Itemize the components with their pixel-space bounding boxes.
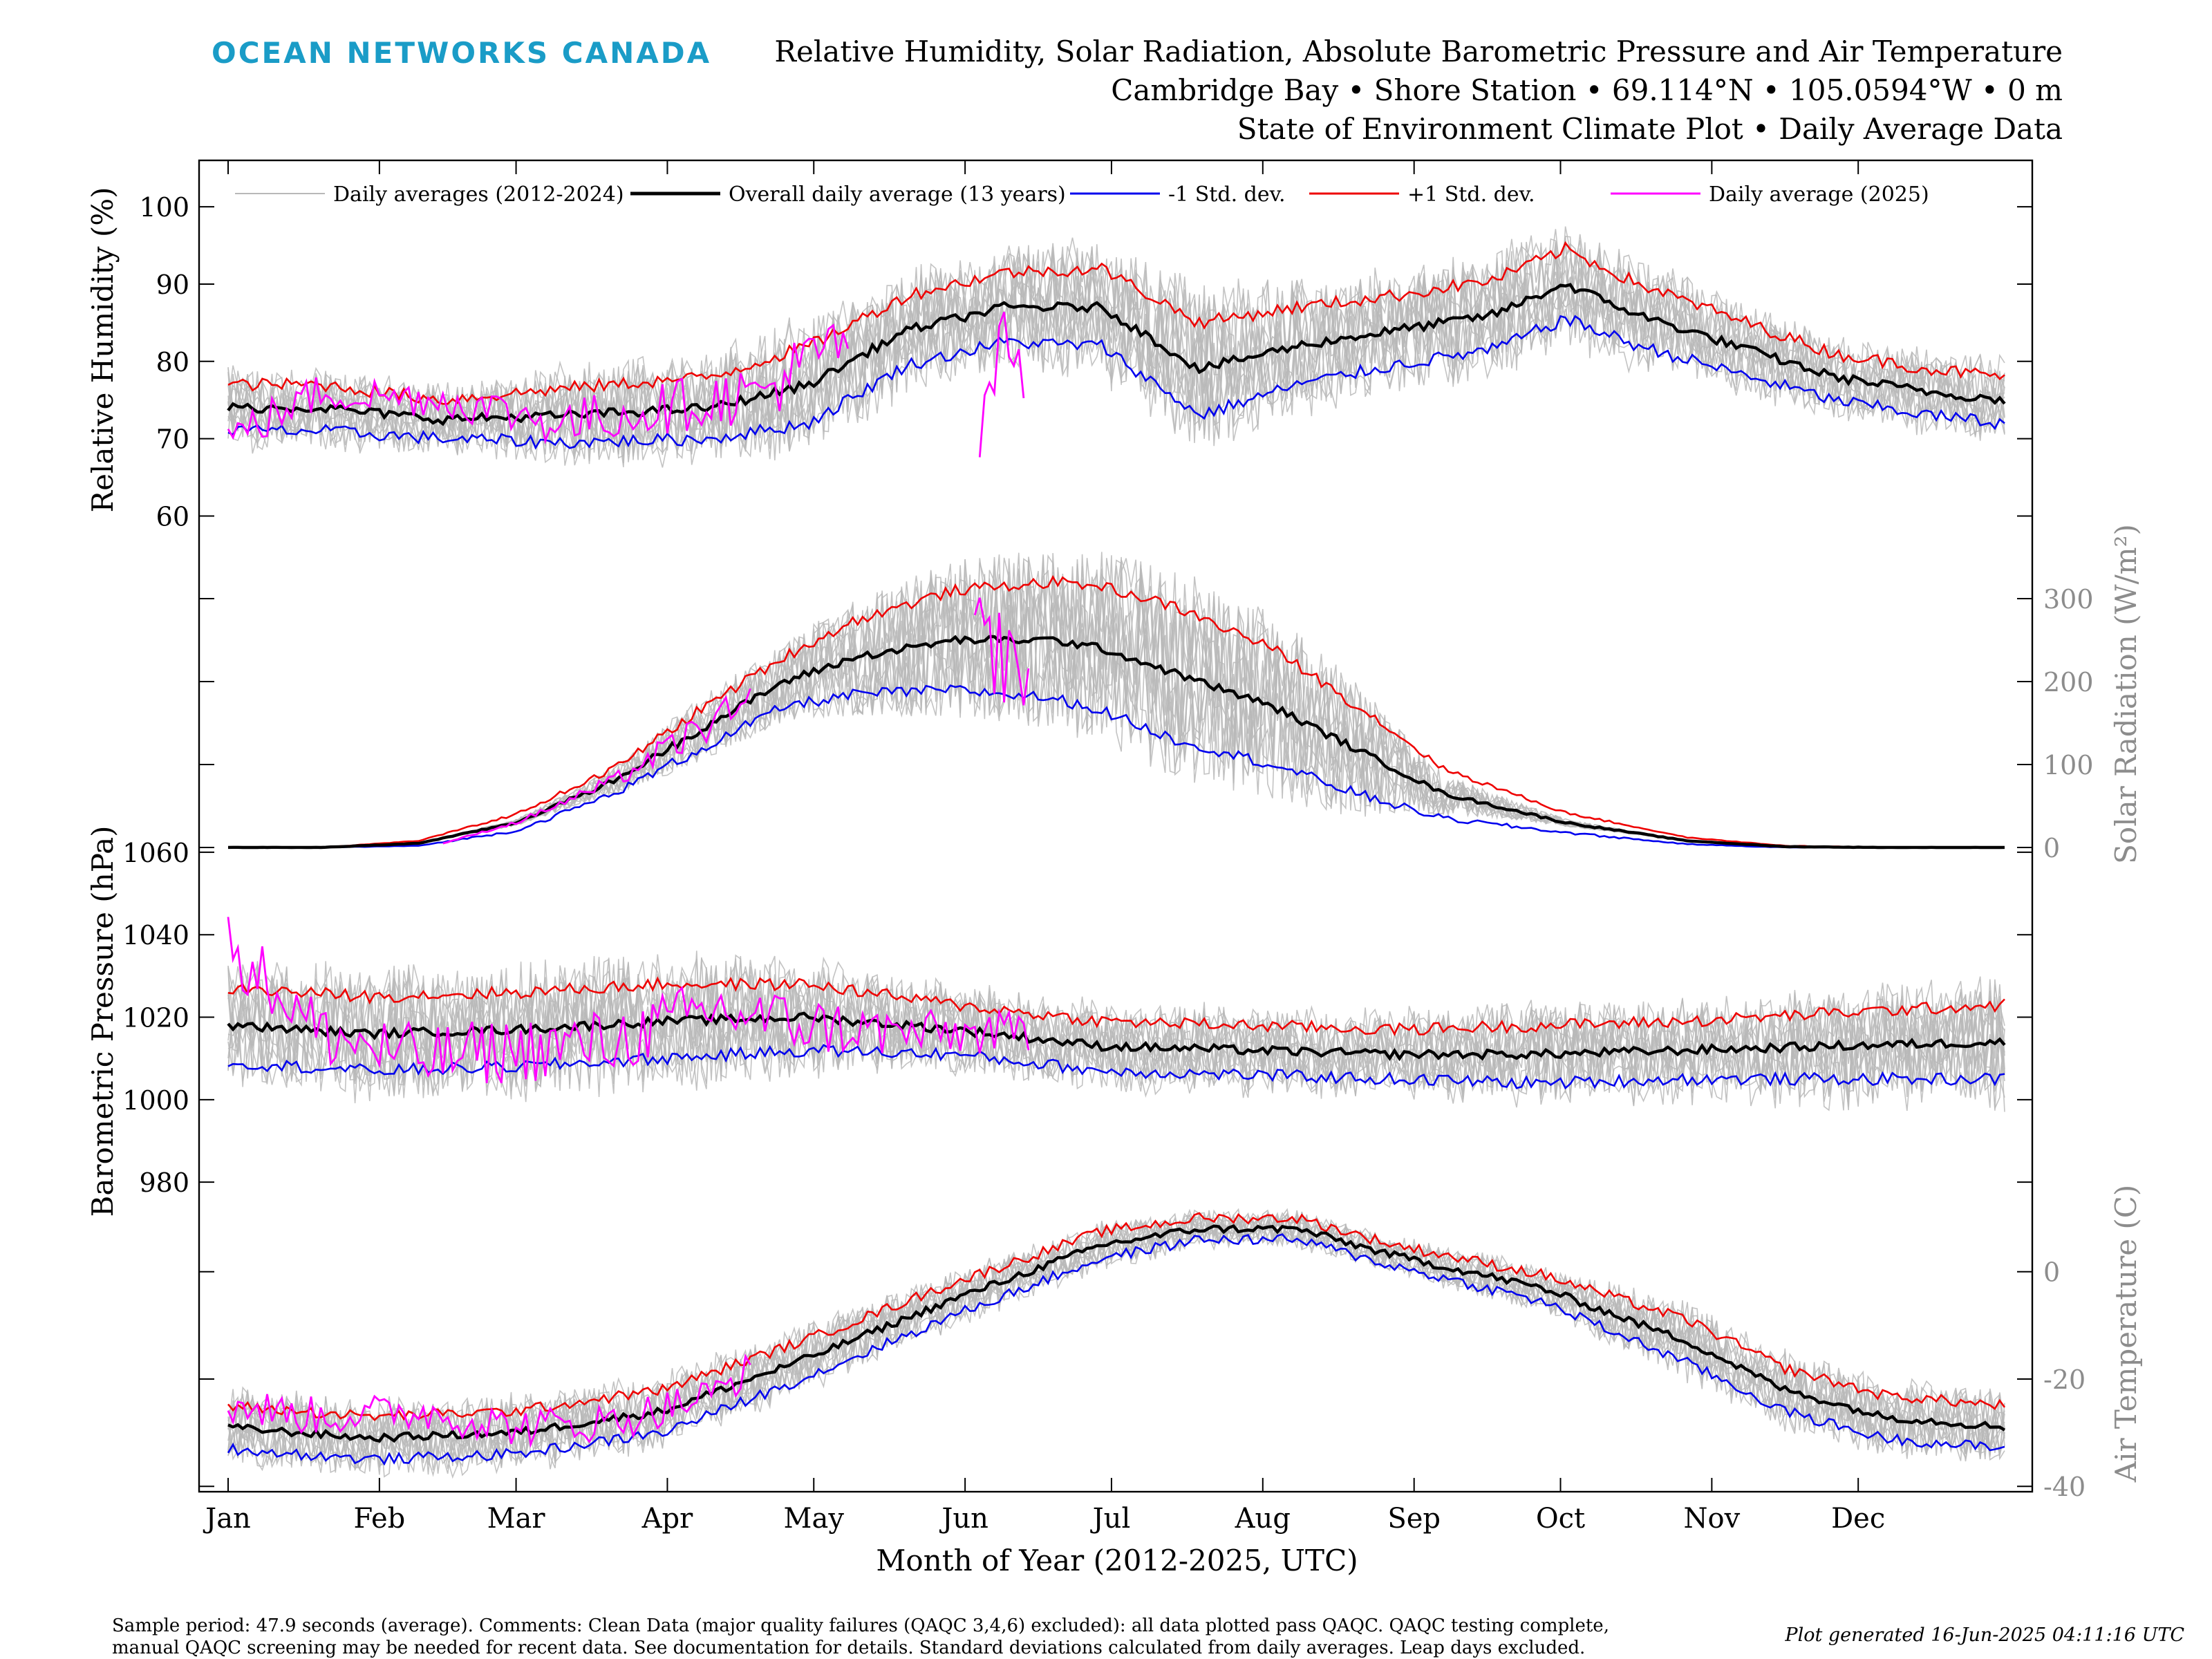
humidity-plus-sd-line [227,241,2005,405]
pressure-y-axis-label: Barometric Pressure (hPa) [86,825,120,1217]
pressure-tick-label: 980 [139,1168,189,1198]
legend-label: +1 Std. dev. [1407,182,1535,207]
temperature-current-year-line-0 [227,1353,751,1448]
x-tick-label: Jun [939,1503,988,1535]
solar-tick-label: 100 [2043,750,2094,780]
history-lines [227,226,2005,1479]
humidity-current-year-line-0 [227,323,850,444]
temperature-history-line [227,1212,2005,1469]
x-tick-label: Jan [203,1503,251,1535]
x-tick-label: May [784,1503,845,1535]
temperature-tick-label: -40 [2043,1472,2086,1502]
generated-timestamp: Plot generated 16-Jun-2025 04:11:16 UTC [1785,1624,2184,1646]
temperature-plus-sd-line [227,1212,2006,1422]
humidity-current-year-line-1 [978,312,1025,458]
x-axis-label: Month of Year (2012-2025, UTC) [876,1544,1358,1577]
footer-note-line-2: manual QAQC screening may be needed for … [112,1638,1586,1658]
temperature-history-line [227,1209,2005,1469]
brand-logo: OCEAN NETWORKS CANADA [212,36,712,70]
pressure-tick-label: 1040 [122,920,189,950]
plot-frame [198,159,2034,1493]
legend: Daily averages (2012-2024) Overall daily … [235,182,1929,207]
humidity-tick-label: 60 [156,501,189,532]
pressure-history-line [227,956,2005,1105]
footer-note: Sample period: 47.9 seconds (average). C… [112,1615,1757,1659]
pressure-history-line [227,958,2005,1112]
temperature-history-line [227,1208,2005,1470]
humidity-tick-label: 80 [156,347,189,377]
footer-note-line-1: Sample period: 47.9 seconds (average). C… [112,1615,1609,1636]
pressure-tick-label: 1000 [122,1085,189,1116]
station-subtitle: Cambridge Bay • Shore Station • 69.114°N… [1111,73,2063,107]
plot-title: Relative Humidity, Solar Radiation, Abso… [774,35,2063,68]
pressure-tick-label: 1020 [122,1003,189,1033]
temperature-history-line [227,1210,2005,1471]
humidity-tick-label: 90 [156,270,189,300]
solar-tick-label: 0 [2043,833,2060,863]
solar-tick-label: 200 [2043,667,2094,697]
temperature-tick-label: 0 [2043,1257,2060,1288]
plot-type-subtitle: State of Environment Climate Plot • Dail… [1237,112,2063,146]
x-tick-label: Nov [1684,1503,1741,1535]
solar-tick-label: 300 [2043,584,2094,615]
temperature-tick-label: -20 [2043,1365,2086,1395]
humidity-mean-line [227,283,2006,427]
solar-current-year-line-0 [442,688,751,845]
x-tick-label: Mar [487,1503,546,1535]
humidity-y-axis-label: Relative Humidity (%) [86,187,120,512]
legend-label: Daily averages (2012-2024) [333,182,624,207]
solar-y-axis-label: Solar Radiation (W/m²) [2109,524,2143,864]
x-tick-label: Feb [353,1503,405,1535]
x-tick-label: Apr [641,1503,693,1535]
legend-label: Daily average (2025) [1709,182,1929,207]
humidity-history-line [227,239,2005,463]
pressure-mean-line [227,1011,2006,1062]
statistics-lines [227,241,2006,1466]
x-tick-label: Jul [1090,1503,1131,1535]
pressure-tick-label: 1060 [122,838,189,868]
pressure-current-year-line-0 [227,917,1030,1084]
humidity-tick-label: 100 [139,192,189,223]
x-tick-label: Sep [1387,1503,1441,1535]
temperature-mean-line [227,1224,2006,1443]
x-tick-label: Aug [1235,1503,1291,1535]
legend-label: Overall daily average (13 years) [729,182,1066,207]
temperature-y-axis-label: Air Temperature (C) [2109,1185,2143,1483]
humidity-minus-sd-line [227,315,2005,450]
x-tick-label: Dec [1831,1503,1885,1535]
legend-label: -1 Std. dev. [1168,182,1286,207]
solar-current-year-line-1 [973,597,1030,706]
humidity-tick-label: 70 [156,424,189,455]
solar-plus-sd-line [227,574,2005,849]
temperature-minus-sd-line [227,1233,2005,1466]
x-tick-label: Oct [1536,1503,1585,1535]
axes: 60 70 80 90 100 Relative Humidity (%) 0 100 200 3… [86,159,2143,1535]
pressure-plus-sd-line [227,976,2005,1037]
solar-minus-sd-line [227,684,2005,849]
